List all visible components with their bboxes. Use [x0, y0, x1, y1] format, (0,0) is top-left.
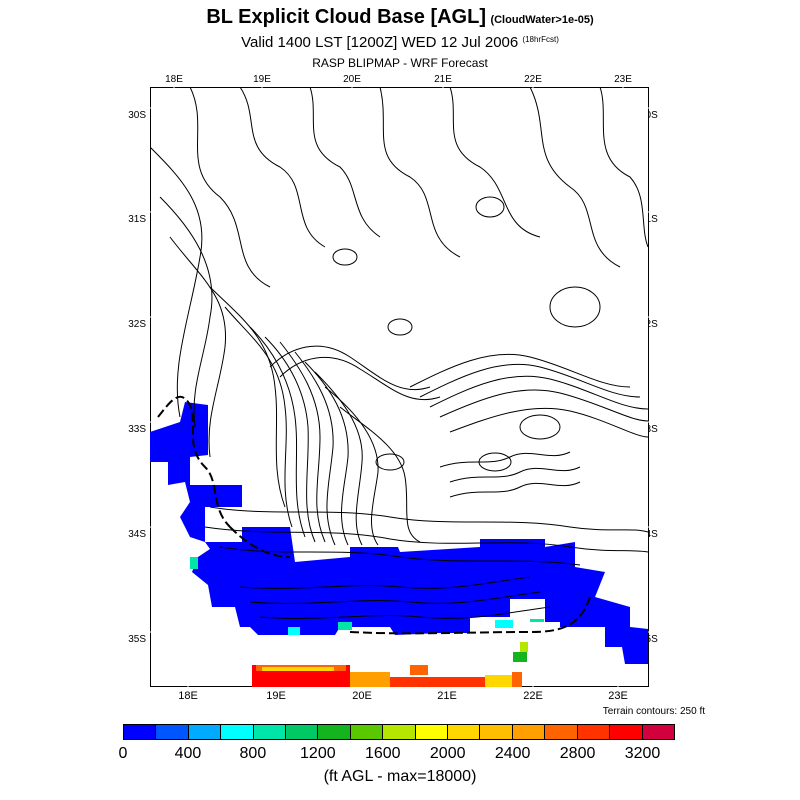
chart-subtitle-note: (18hrFcst)	[522, 35, 559, 44]
color-swatch	[512, 725, 546, 739]
chart-subtitle-block: Valid 1400 LST [1200Z] WED 12 Jul 2006 (…	[0, 34, 800, 51]
bottom-longitude-label: 19E	[266, 690, 286, 702]
chart-subtitle: Valid 1400 LST [1200Z] WED 12 Jul 2006	[241, 34, 519, 51]
left-latitude-label: 32S	[128, 319, 146, 330]
color-swatch	[350, 725, 384, 739]
chart-title-note: (CloudWater>1e-05)	[490, 14, 594, 26]
color-swatch	[577, 725, 611, 739]
top-longitude-label: 18E	[165, 74, 183, 85]
left-latitude-label: 30S	[128, 110, 146, 121]
color-scale-label: 2800	[559, 745, 596, 762]
color-scale-label: 0	[118, 745, 128, 762]
color-scale-bar	[123, 724, 675, 740]
top-longitude-label: 19E	[253, 74, 271, 85]
cloud-base-region-high	[252, 665, 522, 687]
left-latitude-label: 34S	[128, 529, 146, 540]
color-scale-units: (ft AGL - max=18000)	[323, 768, 477, 785]
color-swatch	[415, 725, 449, 739]
color-swatch	[124, 725, 157, 739]
top-longitude-label: 21E	[434, 74, 452, 85]
color-swatch	[610, 725, 643, 739]
left-latitude-label: 35S	[128, 634, 146, 645]
cloud-base-region-low	[150, 402, 648, 664]
clear-areas	[360, 599, 560, 657]
color-scale-label: 400	[174, 745, 202, 762]
color-swatch	[253, 725, 287, 739]
cloud-base-map	[150, 87, 649, 687]
color-swatch	[480, 725, 513, 739]
color-swatch	[383, 725, 416, 739]
bottom-longitude-label: 20E	[352, 690, 372, 702]
chart-title-block: BL Explicit Cloud Base [AGL] (CloudWater…	[0, 6, 800, 29]
bottom-longitude-label: 18E	[178, 690, 198, 702]
terrain-contours	[150, 87, 649, 619]
color-swatch	[642, 725, 674, 739]
color-scale-label: 2000	[429, 745, 466, 762]
coastline	[157, 395, 591, 635]
left-latitude-label: 31S	[128, 214, 146, 225]
bottom-longitude-label: 22E	[523, 690, 543, 702]
color-scale-label: 1200	[300, 745, 336, 762]
top-longitude-label: 23E	[614, 74, 632, 85]
color-swatch	[318, 725, 351, 739]
color-swatch	[188, 725, 222, 739]
forecast-source: RASP BLIPMAP - WRF Forecast	[312, 56, 488, 70]
color-scale-label: 2400	[494, 745, 531, 762]
color-swatch	[286, 725, 319, 739]
terrain-contour-note: Terrain contours: 250 ft	[602, 706, 705, 717]
top-longitude-label: 22E	[524, 74, 542, 85]
color-swatch	[448, 725, 481, 739]
bottom-longitude-label: 23E	[608, 690, 628, 702]
color-swatch	[156, 725, 189, 739]
bottom-longitude-label: 21E	[437, 690, 457, 702]
color-scale-label: 1600	[364, 745, 401, 762]
color-scale-label: 3200	[624, 745, 661, 762]
color-swatch	[221, 725, 254, 739]
cloud-base-region-mid	[190, 557, 544, 662]
color-scale-label: 800	[239, 745, 267, 762]
left-latitude-label: 33S	[128, 424, 146, 435]
meridian-line	[173, 87, 189, 687]
chart-title: BL Explicit Cloud Base [AGL]	[206, 6, 486, 28]
top-longitude-label: 20E	[343, 74, 361, 85]
meridian-line	[617, 87, 624, 687]
color-swatch	[545, 725, 578, 739]
